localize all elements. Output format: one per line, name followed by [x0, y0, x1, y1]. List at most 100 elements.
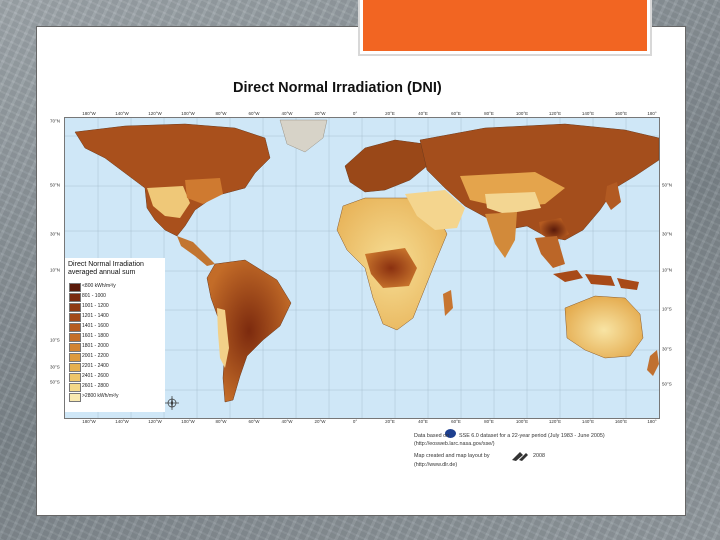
lon-label: 140°E: [581, 419, 595, 424]
lon-label: 40°E: [418, 419, 428, 424]
lon-label: 140°W: [115, 111, 129, 116]
lon-label: 120°W: [148, 419, 162, 424]
middle-east-landmass: [405, 190, 465, 230]
lon-label: 60°W: [248, 111, 260, 116]
legend-label: 1001 - 1200: [82, 303, 109, 309]
legend-item: 2601 - 2800: [69, 382, 166, 392]
lat-label: 50°S: [50, 379, 60, 385]
credits-line4: (http://www.dlr.de): [414, 462, 458, 468]
legend-item: 1601 - 1800: [69, 332, 166, 342]
legend-swatch: [69, 353, 81, 362]
lon-label: 180°W: [82, 111, 96, 116]
south-america-landmass: [206, 259, 292, 403]
lon-label: 0°: [352, 419, 358, 424]
new-zealand-landmass: [647, 350, 659, 376]
credits-line2: (http://eosweb.larc.nasa.gov/sse/): [414, 441, 495, 447]
lon-label: 100°E: [515, 419, 529, 424]
legend-item: 1201 - 1400: [69, 312, 166, 322]
longitude-labels-bottom: 180°W 140°W 120°W 100°W 80°W 60°W 40°W 2…: [64, 419, 658, 429]
lat-label: 50°S: [662, 381, 672, 387]
lat-label: 10°S: [50, 337, 60, 343]
dlr-logo-icon: [512, 452, 528, 461]
legend-swatch: [69, 343, 81, 352]
indonesia-islands: [553, 270, 639, 290]
legend-swatch: [69, 303, 81, 312]
lon-label: 0°: [352, 111, 358, 116]
india-landmass: [485, 212, 517, 258]
legend-item: >2800 kWh/m²/y: [69, 392, 166, 402]
legend-swatch: [69, 293, 81, 302]
latitude-labels-right: 50°N 30°N 10°N 10°S 30°S 50°S: [662, 117, 676, 417]
australia-landmass: [564, 295, 644, 359]
lon-label: 40°E: [418, 111, 428, 116]
legend-item: 2201 - 2400: [69, 362, 166, 372]
sichuan-basin: [539, 218, 569, 242]
lon-label: 120°E: [548, 419, 562, 424]
legend-swatch: [69, 383, 81, 392]
lon-label: 140°W: [115, 419, 129, 424]
lon-label: 60°E: [451, 419, 461, 424]
lon-label: 40°W: [281, 111, 293, 116]
lat-label: 50°N: [662, 182, 673, 188]
lon-label: 60°W: [248, 419, 260, 424]
credits-line3-pre: Map created and map layout by: [414, 453, 490, 459]
credits-line3-post: 2008: [533, 453, 545, 459]
legend-label: 1601 - 1800: [82, 333, 109, 339]
lat-label: 10°S: [662, 306, 672, 312]
legend-swatch: [69, 283, 81, 292]
lon-label: 180°: [647, 111, 657, 116]
legend-swatch: [69, 313, 81, 322]
lon-label: 20°W: [314, 111, 326, 116]
lon-label: 80°W: [215, 111, 227, 116]
japan-landmass: [605, 182, 621, 210]
lon-label: 100°W: [181, 419, 195, 424]
lon-label: 80°E: [484, 111, 494, 116]
legend-label: 2401 - 2600: [82, 373, 109, 379]
lon-label: 120°E: [548, 111, 562, 116]
map-credits: Data based on SSE 6.0 dataset for a 22-y…: [414, 430, 674, 480]
legend-swatch: [69, 333, 81, 342]
lon-label: 20°W: [314, 419, 326, 424]
map-title: Direct Normal Irradiation (DNI): [233, 80, 442, 96]
title-placeholder-frame[interactable]: [358, 0, 652, 56]
legend-item: <800 kWh/m²/y: [69, 282, 166, 292]
lon-label: 100°E: [515, 111, 529, 116]
lat-label: 30°N: [50, 231, 61, 237]
longitude-labels-top: 180°W 140°W 120°W 100°W 80°W 60°W 40°W 2…: [64, 111, 658, 121]
southeast-asia-landmass: [535, 236, 565, 268]
legend-item: 1401 - 1600: [69, 322, 166, 332]
north-america-east: [185, 178, 223, 204]
legend-title-line1: Direct Normal Irradiation: [68, 261, 144, 268]
legend-label: 1201 - 1400: [82, 313, 109, 319]
nasa-logo-icon: [445, 429, 456, 438]
lon-label: 60°E: [451, 111, 461, 116]
compass-rose-icon: [165, 396, 179, 410]
greenland-landmass: [279, 119, 328, 153]
credits-line1-pre: Data based on: [414, 433, 450, 439]
lon-label: 160°E: [614, 419, 628, 424]
world-map-svg: [65, 118, 659, 418]
legend-item: 2001 - 2200: [69, 352, 166, 362]
title-placeholder-box[interactable]: [363, 0, 647, 51]
lon-label: 120°W: [148, 111, 162, 116]
lon-label: 20°E: [385, 111, 395, 116]
lon-label: 160°E: [614, 111, 628, 116]
lat-label: 30°S: [662, 346, 672, 352]
map-legend: Direct Normal Irradiation averaged annua…: [65, 258, 165, 412]
legend-label: 1801 - 2000: [82, 343, 109, 349]
legend-item: 2401 - 2600: [69, 372, 166, 382]
legend-label: 801 - 1000: [82, 293, 106, 299]
tibet-plateau: [485, 192, 541, 214]
north-america-landmass: [74, 123, 271, 237]
lon-label: 100°W: [181, 111, 195, 116]
lon-label: 80°E: [484, 419, 494, 424]
legend-title-line2: averaged annual sum: [68, 269, 136, 276]
legend-label: <800 kWh/m²/y: [82, 283, 116, 289]
europe-landmass: [344, 139, 428, 193]
legend-swatch: [69, 363, 81, 372]
legend-label: >2800 kWh/m²/y: [82, 393, 119, 399]
legend-title: Direct Normal Irradiation averaged annua…: [68, 261, 164, 277]
legend-item: 801 - 1000: [69, 292, 166, 302]
legend-swatch: [69, 373, 81, 382]
legend-label: 1401 - 1600: [82, 323, 109, 329]
